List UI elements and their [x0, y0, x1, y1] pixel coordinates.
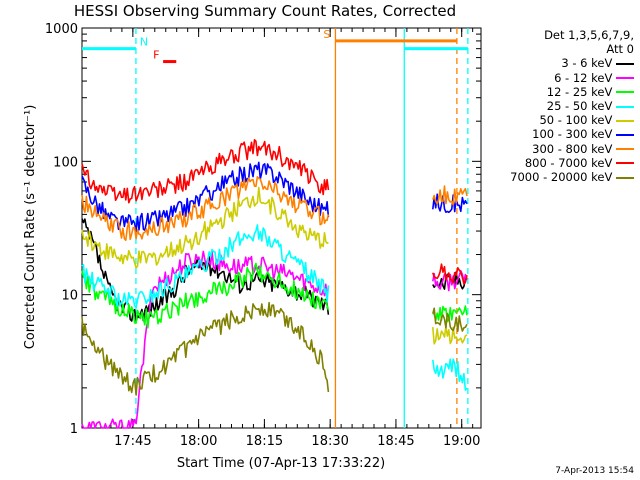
annotation-label: S [323, 28, 330, 41]
legend-entry: 25 - 50 keV [510, 99, 634, 113]
x-tick-label: 18:00 [180, 434, 217, 449]
legend-swatch [616, 119, 634, 122]
x-tick-label: 17:45 [114, 434, 151, 449]
plot-frame [81, 27, 482, 429]
axis-ticks: 1 10 100 1000 17:45 18:00 18:15 18:30 18:45 19:00 [45, 22, 481, 449]
series-layer [81, 139, 468, 429]
x-tick-label: 18:30 [311, 434, 348, 449]
legend-swatch [616, 162, 634, 165]
legend-entry: 100 - 300 keV [510, 127, 634, 141]
legend-entry: 12 - 25 keV [510, 85, 634, 99]
series-line [81, 262, 468, 329]
legend-label: 6 - 12 keV [554, 70, 616, 85]
legend-swatch [616, 176, 634, 179]
series-line [81, 250, 468, 429]
legend-header-line-2: Att 0 [606, 42, 634, 57]
legend-label: 300 - 800 keV [532, 141, 616, 156]
chart-title: HESSI Observing Summary Count Rates, Cor… [74, 2, 456, 20]
series-line [81, 176, 468, 241]
x-axis-label: Start Time (07-Apr-13 17:33:22) [177, 456, 385, 471]
legend-entry: 800 - 7000 keV [510, 156, 634, 170]
y-tick-label: 1000 [45, 22, 78, 37]
legend-entry: 7000 - 20000 keV [510, 170, 634, 184]
y-tick-label: 10 [61, 289, 78, 304]
legend-label: 12 - 25 keV [546, 84, 616, 99]
legend-entry: 6 - 12 keV [510, 71, 634, 85]
legend-label: 25 - 50 keV [546, 99, 616, 114]
legend: Det 1,3,5,6,7,9, Att 0 3 - 6 keV 6 - 12 … [510, 28, 634, 184]
annotation-layer: NF S [82, 28, 468, 64]
legend-header-line-1: Det 1,3,5,6,7,9, [544, 28, 634, 42]
legend-entry: 300 - 800 keV [510, 142, 634, 156]
x-tick-label: 18:15 [246, 434, 283, 449]
y-tick-label: 1 [70, 422, 78, 437]
series-line [81, 186, 468, 345]
legend-swatch [616, 91, 634, 94]
timestamp: 7-Apr-2013 15:54 [555, 466, 634, 476]
legend-entry: 50 - 100 keV [510, 113, 634, 127]
legend-entry: 3 - 6 keV [510, 56, 634, 70]
series-line [81, 224, 468, 391]
legend-label: 50 - 100 keV [539, 113, 616, 128]
series-line [81, 161, 468, 232]
annotation-label: N [140, 36, 148, 49]
legend-swatch [616, 148, 634, 151]
y-axis-label: Corrected Count Rate (s⁻¹ detector⁻¹) [23, 105, 38, 350]
legend-entries: 3 - 6 keV 6 - 12 keV 12 - 25 keV 25 - 50… [510, 56, 634, 184]
legend-swatch [616, 133, 634, 136]
legend-label: 3 - 6 keV [561, 56, 616, 71]
legend-swatch [616, 77, 634, 80]
legend-swatch [616, 105, 634, 108]
series-line [81, 301, 468, 396]
y-tick-label: 100 [53, 155, 78, 170]
series-line [81, 139, 468, 285]
x-tick-label: 18:45 [377, 434, 414, 449]
legend-label: 800 - 7000 keV [524, 155, 616, 170]
x-tick-label: 19:00 [443, 434, 480, 449]
legend-label: 7000 - 20000 keV [510, 170, 616, 185]
annotation-label: F [153, 49, 159, 62]
legend-swatch [616, 62, 634, 65]
legend-label: 100 - 300 keV [532, 127, 616, 142]
